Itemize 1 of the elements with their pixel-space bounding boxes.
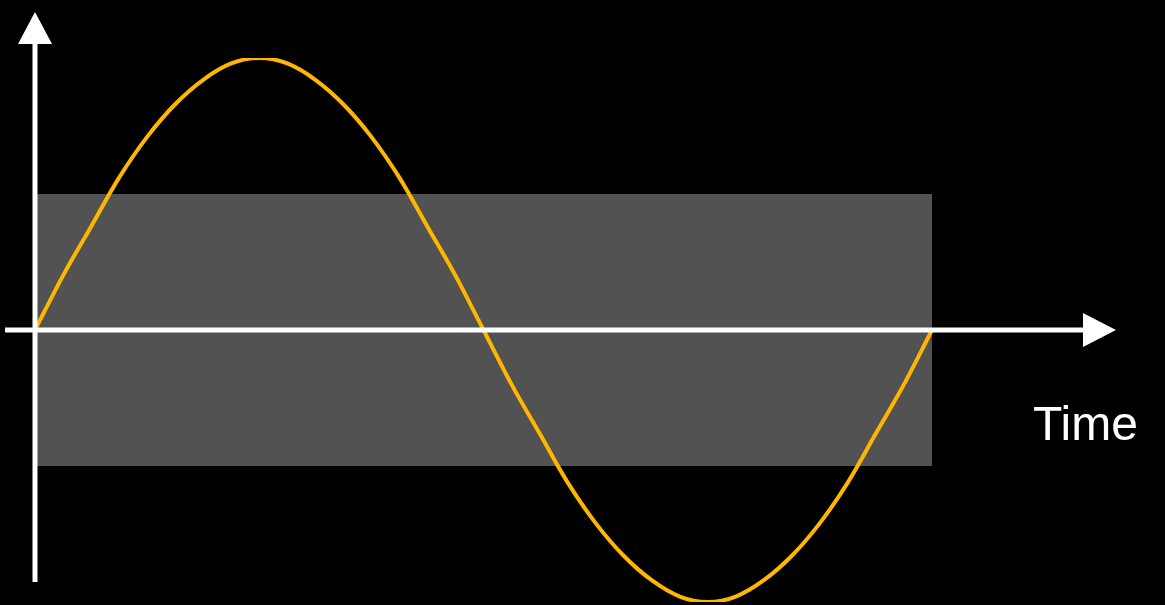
x-axis-title: Time — [1033, 396, 1138, 451]
